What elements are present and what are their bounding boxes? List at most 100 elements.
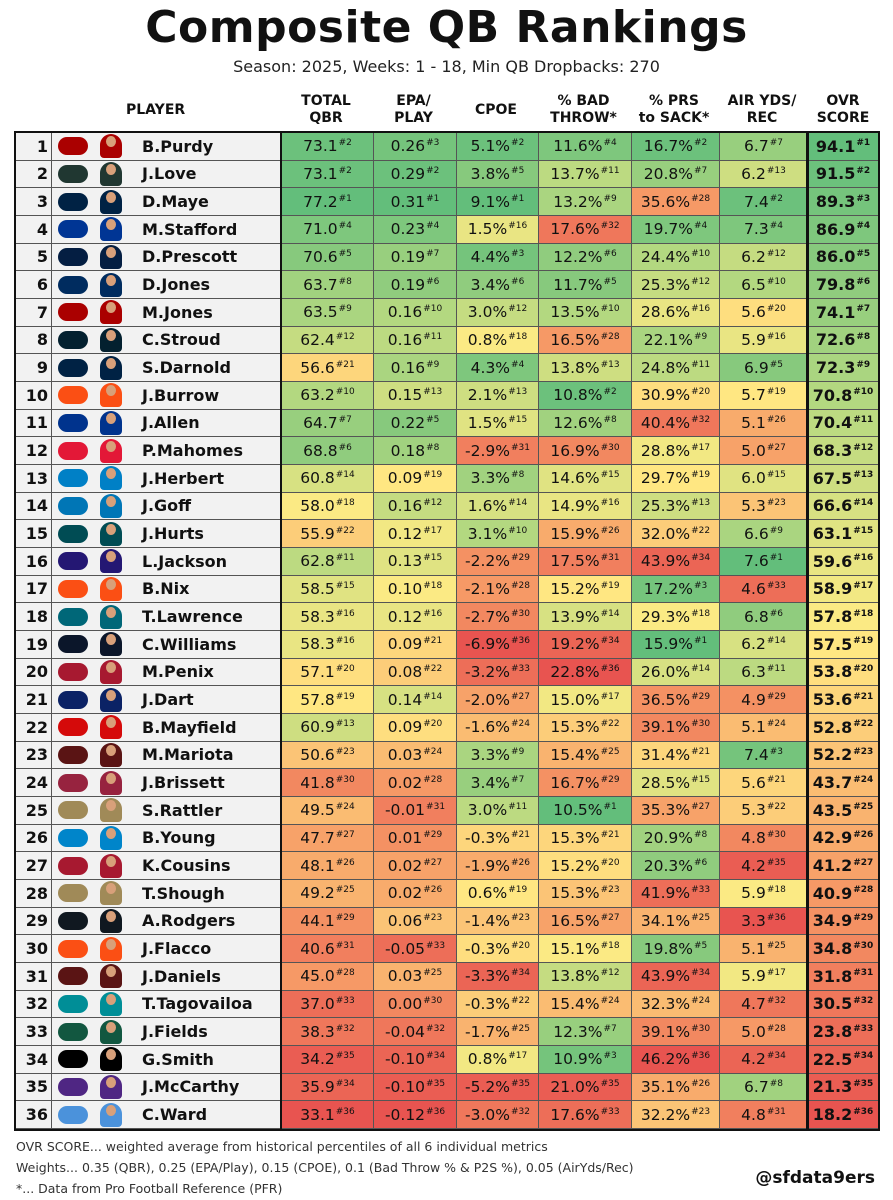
air-rank-label: #14	[766, 636, 786, 647]
air-cell: 6.7 #7	[720, 133, 808, 160]
air-cell: 4.2 #34	[720, 1046, 808, 1073]
ovr-cell: 94.1 #1	[808, 133, 878, 160]
table-row: 28 T.Shough 49.2 #25 0.02 #26 0.6% #19 15.3% #23 4…	[16, 880, 878, 908]
cpoe-cell: -2.9% #31	[457, 437, 539, 464]
cpoe-cell: 3.3% #8	[457, 465, 539, 492]
header-epa-line: PLAY	[394, 110, 433, 126]
ovr-rank-label: #29	[853, 912, 874, 923]
air-value: 6.2	[741, 247, 766, 266]
qbr-cell: 45.0 #28	[282, 963, 374, 990]
prs-rank-label: #25	[691, 912, 711, 923]
cpoe-rank-label: #23	[510, 912, 530, 923]
table-row: 19 C.Williams 58.3 #16 0.09 #21 -6.9% #36 19.2% #…	[16, 631, 878, 659]
air-rank-label: #28	[766, 1023, 786, 1034]
player-photo-icon	[94, 382, 128, 409]
table-row: 33 J.Fields 38.3 #32 -0.04 #32 -1.7% #25 12.3% #7…	[16, 1018, 878, 1046]
air-value: 6.2	[741, 635, 766, 654]
header-air-line: AIR YDS/	[727, 93, 797, 109]
ovr-value: 43.7	[812, 773, 853, 793]
ovr-cell: 52.2 #23	[808, 741, 878, 769]
cpoe-value: 9.1%	[470, 192, 511, 211]
epa-cell: 0.19 #6	[374, 271, 457, 298]
epa-rank-label: #6	[426, 276, 440, 287]
epa-value: 0.26	[390, 137, 426, 156]
prs-cell: 40.4% #32	[632, 409, 720, 437]
bad-rank-label: #24	[600, 995, 620, 1006]
avatar	[100, 383, 122, 408]
ovr-cell: 18.2 #36	[808, 1101, 878, 1128]
qbr-rank-label: #4	[338, 221, 352, 232]
ovr-value: 72.6	[815, 330, 856, 350]
qbr-value: 73.1	[303, 164, 338, 183]
header-ovr: OVR SCORE	[806, 88, 880, 132]
qbr-value: 48.1	[300, 856, 335, 875]
team-badge-icon	[58, 856, 88, 875]
prs-cell: 20.3% #6	[632, 852, 720, 879]
team-logo-icon	[52, 935, 94, 962]
prs-value: 35.6%	[640, 192, 691, 211]
prs-rank-label: #13	[691, 497, 711, 508]
table-row: 27 K.Cousins 48.1 #26 0.02 #27 -1.9% #26 15.2% #2…	[16, 852, 878, 880]
prs-value: 19.8%	[643, 939, 693, 958]
epa-cell: -0.05 #33	[374, 935, 457, 962]
prs-value: 24.8%	[640, 358, 691, 377]
rank-cell: 28	[16, 880, 52, 907]
ovr-value: 59.6	[812, 551, 853, 571]
bad-rank-label: #28	[600, 331, 620, 342]
ovr-value: 34.8	[812, 939, 853, 959]
prs-value: 32.0%	[640, 524, 691, 543]
bad-rank-label: #31	[600, 553, 620, 564]
cpoe-rank-label: #29	[510, 553, 530, 564]
cpoe-cell: -1.6% #24	[457, 714, 539, 741]
prs-value: 41.9%	[640, 884, 691, 903]
player-photo-icon	[94, 852, 128, 879]
bad-cell: 13.8% #12	[539, 963, 632, 990]
player-photo-icon	[94, 714, 128, 741]
team-badge-icon	[58, 137, 88, 156]
team-logo-icon	[52, 299, 94, 326]
qbr-value: 35.9	[300, 1077, 335, 1096]
qbr-value: 38.3	[300, 1022, 335, 1041]
player-name: J.Allen	[128, 409, 282, 437]
team-logo-icon	[52, 133, 94, 160]
player-name: M.Jones	[128, 299, 282, 326]
player-photo-icon	[94, 1018, 128, 1045]
air-rank-label: #1	[769, 553, 783, 564]
prs-rank-label: #7	[693, 165, 708, 176]
qbr-rank-label: #36	[335, 1106, 355, 1117]
bad-cell: 16.5% #27	[539, 907, 632, 935]
prs-rank-label: #26	[691, 1078, 711, 1089]
prs-cell: 41.9% #33	[632, 880, 720, 907]
cpoe-value: 3.0%	[467, 801, 508, 820]
prs-rank-label: #34	[691, 553, 711, 564]
cpoe-rank-label: #32	[510, 1106, 530, 1117]
cpoe-value: 0.8%	[467, 1050, 508, 1069]
air-value: 7.3	[744, 220, 769, 239]
air-value: 5.0	[741, 441, 766, 460]
cpoe-value: -0.3%	[465, 939, 510, 958]
table-row: 3 D.Maye 77.2 #1 0.31 #1 9.1% #1 13.2% #9 35.6% #28…	[16, 188, 878, 216]
ovr-rank-label: #7	[856, 304, 871, 315]
air-value: 4.8	[741, 828, 766, 847]
rank-cell: 22	[16, 714, 52, 741]
footnote-ovr: OVR SCORE... weighted average from histo…	[16, 1139, 548, 1154]
prs-value: 22.1%	[643, 330, 693, 349]
team-badge-icon	[58, 828, 88, 847]
prs-value: 20.3%	[643, 856, 693, 875]
qbr-cell: 55.9 #22	[282, 520, 374, 547]
player-photo-icon	[94, 1046, 128, 1073]
table-row: 8 C.Stroud 62.4 #12 0.16 #11 0.8% #18 16.5% #28 22…	[16, 326, 878, 355]
air-value: 5.3	[741, 496, 766, 515]
epa-value: -0.10	[384, 1077, 426, 1096]
ovr-rank-label: #6	[856, 276, 871, 287]
rank-cell: 27	[16, 852, 52, 879]
player-name: M.Mariota	[128, 741, 282, 769]
prs-cell: 35.6% #28	[632, 188, 720, 215]
qbr-cell: 56.6 #21	[282, 354, 374, 381]
cpoe-rank-label: #31	[510, 442, 530, 453]
ovr-value: 72.3	[815, 358, 856, 378]
air-rank-label: #11	[766, 663, 786, 674]
avatar	[100, 1074, 122, 1099]
rank-cell: 18	[16, 603, 52, 630]
air-rank-label: #32	[766, 995, 786, 1006]
